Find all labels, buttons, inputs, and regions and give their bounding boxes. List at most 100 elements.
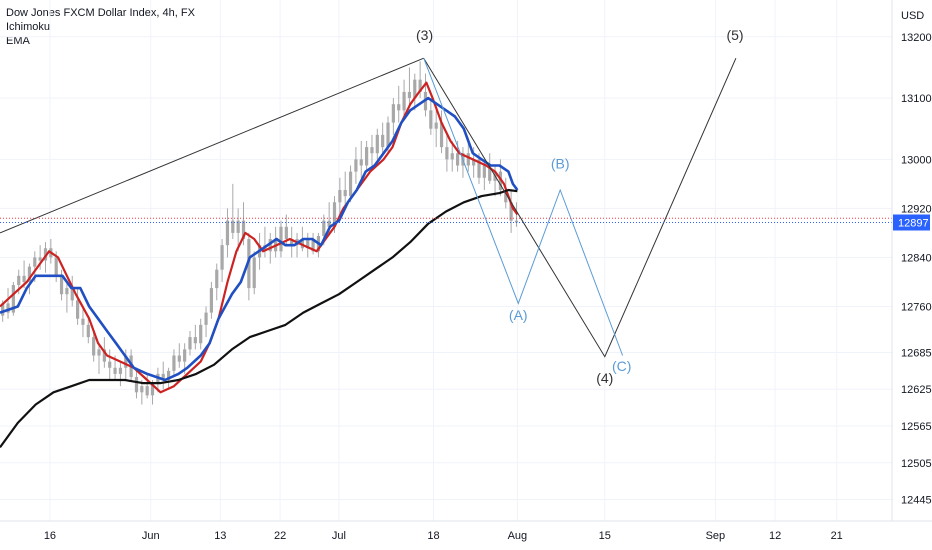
candle-body (92, 337, 96, 356)
candle-body (327, 220, 331, 227)
candle-body (402, 91, 406, 111)
y-tick-label: 12505 (901, 458, 932, 470)
candle-body (215, 269, 219, 289)
candle-body (193, 337, 197, 344)
candle-body (27, 266, 32, 282)
candle-body (134, 376, 139, 393)
candle-body (225, 220, 230, 246)
wave-lines (0, 57, 737, 358)
candle-body (113, 367, 117, 374)
candle-body (466, 153, 470, 166)
candle-body (482, 165, 486, 178)
wave-label: (4) (596, 370, 613, 386)
candle-body (306, 239, 310, 249)
candle-body (188, 337, 192, 350)
candle-body (209, 288, 214, 313)
price-axis[interactable]: 13200 13100 13000 12920 12840 12760 12685 12625… (901, 32, 932, 507)
candle-body (33, 257, 37, 267)
x-tick-label: 21 (831, 530, 843, 542)
candle-body (488, 165, 492, 181)
candle-body (348, 171, 353, 197)
candle-body (354, 159, 358, 172)
candle-body (54, 257, 58, 276)
price-lines (0, 217, 892, 223)
candle-body (161, 373, 165, 381)
indicator-ichimoku[interactable]: Ichimoku (6, 21, 51, 33)
indicator-line (0, 96, 519, 382)
candle-body (445, 147, 449, 160)
x-tick-label: Sep (706, 530, 726, 542)
candle-body (231, 220, 235, 233)
wave-labels: (3) (5) (B) (A) (4)(C) (416, 27, 744, 386)
y-tick-label: 12625 (901, 384, 932, 396)
chart-legend: Dow Jones FXCM Dollar Index, 4h, FX Ichi… (6, 6, 195, 48)
candle-body (509, 202, 513, 221)
candle-body (370, 147, 374, 154)
y-tick-label: 13100 (901, 93, 932, 105)
candle-body (1, 303, 5, 316)
candle-body (359, 159, 363, 166)
candle-body (375, 134, 379, 154)
indicator-lines (0, 81, 519, 449)
candle-body (17, 275, 21, 286)
indicator-ema[interactable]: EMA (6, 35, 30, 47)
x-tick-label: 15 (599, 530, 611, 542)
candle-body (150, 383, 155, 396)
x-tick-label: 22 (274, 530, 286, 542)
candle-body (97, 349, 101, 356)
wave-label: (5) (726, 27, 743, 43)
y-tick-label: 13000 (901, 154, 932, 166)
candle-body (241, 220, 246, 240)
candle-body (102, 349, 106, 362)
wave-line (423, 57, 737, 358)
candle-body (268, 239, 272, 252)
candle-body (434, 122, 438, 129)
candle-body (504, 190, 508, 203)
candle-body (381, 134, 385, 148)
candle-body (76, 300, 80, 319)
candle-body (365, 147, 369, 166)
candle-body (6, 303, 10, 313)
symbol-title[interactable]: Dow Jones FXCM Dollar Index, 4h, FX (6, 7, 195, 19)
x-tick-label: Jul (332, 530, 346, 542)
candle-body (477, 159, 481, 178)
candle-body (338, 190, 342, 203)
candle-body (220, 245, 224, 270)
candle-body (343, 190, 347, 197)
candle-body (204, 312, 208, 325)
candle-body (290, 239, 294, 246)
candle-body (236, 220, 240, 233)
candlesticks (1, 61, 519, 405)
candle-body (199, 324, 203, 344)
candle-body (177, 355, 181, 362)
wave-label: (C) (612, 358, 631, 374)
indicator-line (0, 81, 519, 394)
candle-body (407, 91, 412, 99)
candle-body (11, 285, 15, 313)
candle-body (455, 153, 460, 166)
candle-body (439, 122, 444, 148)
wave-line (423, 58, 624, 356)
candle-body (22, 275, 26, 282)
candle-body (86, 324, 90, 338)
candle-body (397, 104, 401, 111)
candle-body (81, 318, 85, 325)
candle-body (70, 288, 74, 301)
candle-body (514, 220, 519, 223)
candle-body (322, 220, 326, 236)
indicator-line (0, 188, 518, 449)
wave-label: (3) (416, 27, 433, 43)
candle-body (418, 79, 422, 92)
candle-body (108, 361, 112, 368)
candle-body (311, 239, 315, 252)
candle-body (140, 386, 144, 393)
grid (0, 0, 892, 521)
currency-label: USD (901, 10, 924, 22)
y-tick-label: 12920 (901, 203, 932, 215)
candle-body (166, 370, 171, 381)
time-axis[interactable]: 16 Jun 13 22 Jul 18 Aug 15 Sep 12 21 (44, 530, 843, 542)
candle-body (413, 79, 417, 99)
candle-body (145, 386, 149, 396)
candle-body (118, 367, 123, 374)
